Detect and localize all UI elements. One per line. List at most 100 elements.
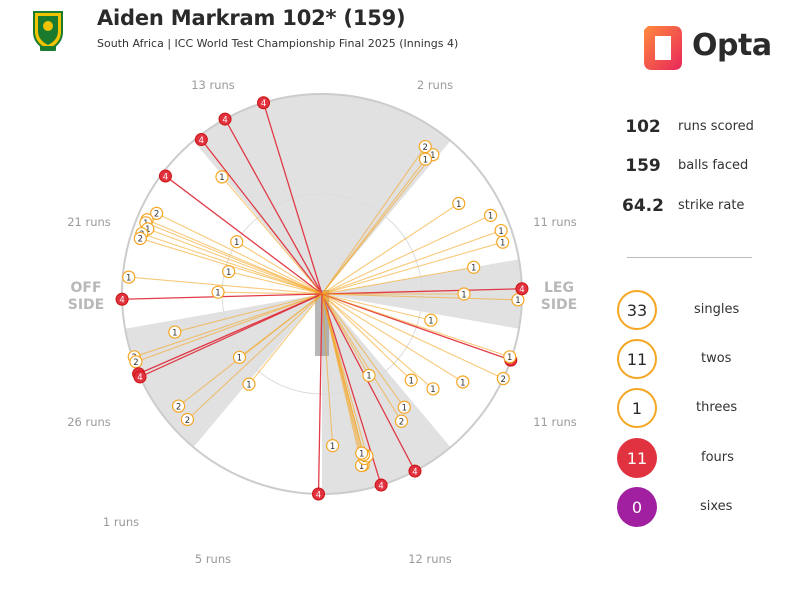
shot-marker-45: 1 bbox=[168, 325, 182, 339]
shot-runs-label: 1 bbox=[423, 155, 428, 165]
team-crest-logo bbox=[24, 6, 72, 58]
sector-label-3: 12 runs bbox=[408, 552, 452, 566]
shot-line-23 bbox=[321, 230, 502, 295]
shot-marker-7: 1 bbox=[355, 446, 369, 460]
shot-runs-label: 1 bbox=[219, 173, 224, 183]
shot-runs-label: 1 bbox=[498, 227, 503, 237]
shot-runs-label: 4 bbox=[119, 296, 124, 306]
shot-line-12 bbox=[321, 293, 434, 390]
shot-line-32 bbox=[221, 176, 323, 295]
shot-marker-52: 2 bbox=[180, 412, 195, 427]
shot-marker-49: 4 bbox=[133, 370, 147, 384]
shot-marker-23: 1 bbox=[494, 223, 508, 238]
shot-marker-9: 2 bbox=[394, 414, 409, 428]
shot-runs-label: 1 bbox=[430, 385, 435, 395]
shot-marker-41: 1 bbox=[222, 264, 236, 279]
shot-marker-1: 4 bbox=[374, 478, 388, 492]
shot-marker-dot bbox=[374, 478, 388, 492]
shot-runs-label: 1 bbox=[366, 372, 371, 382]
twos-value: 11 bbox=[617, 339, 657, 379]
shot-marker-dot bbox=[257, 96, 271, 110]
shot-marker-40: 2 bbox=[133, 231, 147, 246]
shot-line-16 bbox=[321, 293, 510, 358]
shot-line-10 bbox=[321, 293, 405, 408]
shot-line-53 bbox=[248, 293, 323, 385]
shot-runs-label: 1 bbox=[215, 288, 220, 298]
shot-marker-51: 2 bbox=[171, 399, 186, 413]
shot-marker-dot bbox=[467, 260, 481, 274]
shot-marker-27: 1 bbox=[418, 152, 433, 166]
shot-marker-dot bbox=[424, 313, 438, 327]
shot-marker-dot bbox=[426, 382, 440, 396]
shot-marker-34: 1 bbox=[230, 235, 244, 249]
shot-line-13 bbox=[321, 293, 464, 383]
shot-marker-31: 4 bbox=[194, 133, 208, 147]
strike-rate-stat: 64.2 strike rate bbox=[606, 196, 776, 218]
shot-line-0 bbox=[321, 293, 416, 472]
shot-line-36 bbox=[146, 219, 323, 295]
shot-marker-44: 4 bbox=[115, 292, 129, 306]
shot-marker-dot bbox=[129, 355, 143, 369]
shot-marker-30: 4 bbox=[218, 112, 232, 126]
runs-scored-value: 102 bbox=[625, 117, 661, 137]
shot-runs-label: 1 bbox=[330, 442, 335, 452]
fours-value: 11 bbox=[617, 438, 657, 478]
leg-side-label: SIDE bbox=[541, 297, 577, 313]
balls-faced-stat: 159 balls faced bbox=[606, 156, 776, 178]
shaded-sector-4 bbox=[193, 94, 322, 294]
shot-runs-label: 1 bbox=[126, 273, 131, 283]
shot-marker-dot bbox=[232, 350, 247, 364]
shot-marker-25: 1 bbox=[452, 196, 466, 211]
shot-marker-29: 4 bbox=[257, 96, 271, 110]
shot-line-55 bbox=[317, 293, 323, 494]
shot-line-35 bbox=[156, 212, 323, 295]
shot-marker-47: 2 bbox=[129, 355, 143, 369]
shot-runs-label: 1 bbox=[234, 238, 239, 248]
shot-marker-dot bbox=[515, 282, 529, 296]
sector-label-2: 11 runs bbox=[533, 415, 577, 429]
shot-runs-label: 1 bbox=[237, 354, 242, 364]
shot-marker-dot bbox=[115, 292, 129, 306]
shot-runs-label: 2 bbox=[133, 358, 138, 368]
shot-marker-dot bbox=[355, 446, 369, 460]
shot-runs-label: 2 bbox=[154, 210, 159, 220]
shot-marker-17: 1 bbox=[424, 313, 438, 327]
shot-marker-dot bbox=[158, 169, 172, 183]
shot-line-41 bbox=[228, 271, 323, 295]
shot-marker-0: 4 bbox=[408, 464, 422, 478]
shot-line-7 bbox=[321, 293, 363, 454]
shot-runs-label: 1 bbox=[471, 264, 476, 274]
shot-line-25 bbox=[321, 203, 460, 295]
shot-marker-22: 1 bbox=[496, 235, 510, 249]
opta-logo-icon bbox=[640, 22, 686, 78]
off-side-label: SIDE bbox=[68, 297, 104, 313]
shot-marker-dot bbox=[150, 206, 164, 220]
shot-runs-label: 4 bbox=[412, 467, 417, 477]
shot-runs-label: 4 bbox=[261, 99, 266, 109]
shot-runs-label: 2 bbox=[185, 416, 190, 426]
shot-runs-label: 2 bbox=[399, 418, 404, 428]
shot-runs-label: 1 bbox=[408, 376, 413, 386]
runs-scored-label: runs scored bbox=[678, 119, 754, 134]
shot-marker-dot bbox=[312, 487, 326, 501]
shaded-sector-2 bbox=[322, 294, 451, 494]
singles-count: 33 singles bbox=[617, 290, 787, 334]
shot-line-45 bbox=[174, 293, 323, 333]
shot-line-9 bbox=[321, 293, 402, 422]
shot-marker-21: 1 bbox=[467, 260, 481, 274]
threes-label: threes bbox=[696, 400, 738, 415]
shot-runs-label: 1 bbox=[246, 380, 251, 390]
sector-label-8: 13 runs bbox=[191, 78, 235, 92]
shot-line-43 bbox=[218, 291, 323, 295]
shot-runs-label: 1 bbox=[402, 404, 407, 414]
sixes-count: 0 sixes bbox=[617, 487, 787, 531]
shot-marker-55: 4 bbox=[312, 487, 326, 501]
sector-label-4: 5 runs bbox=[195, 552, 231, 566]
shot-marker-dot bbox=[404, 373, 418, 387]
shot-line-52 bbox=[187, 293, 323, 420]
shot-runs-label: 4 bbox=[222, 115, 227, 125]
sector-label-0: 2 runs bbox=[417, 78, 453, 92]
shot-markers: 4411111112111124111411111111244414121112… bbox=[115, 96, 529, 501]
